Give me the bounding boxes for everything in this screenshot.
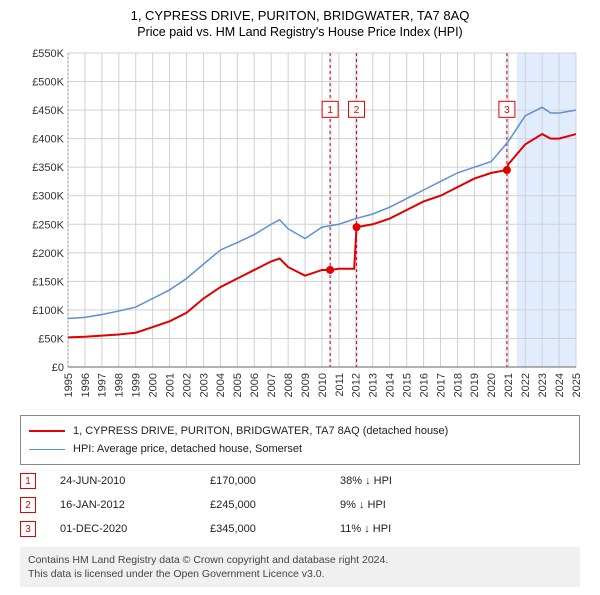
footer-line: This data is licensed under the Open Gov… (28, 567, 572, 581)
svg-text:2004: 2004 (215, 373, 227, 397)
svg-text:2001: 2001 (164, 373, 176, 397)
sale-pct: 11% ↓ HPI (340, 523, 460, 535)
svg-text:£50K: £50K (38, 333, 64, 345)
chart-subtitle: Price paid vs. HM Land Registry's House … (10, 25, 590, 39)
svg-text:2012: 2012 (351, 373, 363, 397)
legend-label: 1, CYPRESS DRIVE, PURITON, BRIDGWATER, T… (73, 425, 448, 437)
svg-text:£100K: £100K (32, 305, 64, 317)
svg-text:2000: 2000 (148, 373, 160, 397)
svg-text:2: 2 (354, 105, 360, 116)
svg-text:2002: 2002 (181, 373, 193, 397)
svg-text:1997: 1997 (97, 373, 109, 397)
sale-marker: 3 (20, 521, 36, 537)
svg-text:2025: 2025 (571, 373, 580, 397)
svg-text:2022: 2022 (520, 373, 532, 397)
sale-pct: 38% ↓ HPI (340, 475, 460, 487)
svg-text:1999: 1999 (131, 373, 143, 397)
svg-text:£300K: £300K (32, 191, 64, 203)
svg-text:2005: 2005 (232, 373, 244, 397)
legend-label: HPI: Average price, detached house, Some… (73, 443, 302, 455)
sale-row: 2 16-JAN-2012£245,0009% ↓ HPI (20, 497, 580, 513)
svg-text:2008: 2008 (283, 373, 295, 397)
svg-text:£450K: £450K (32, 105, 64, 117)
svg-text:2019: 2019 (469, 373, 481, 397)
svg-text:2024: 2024 (554, 373, 566, 397)
svg-text:1995: 1995 (63, 373, 75, 397)
svg-text:2007: 2007 (266, 373, 278, 397)
legend-item: 1, CYPRESS DRIVE, PURITON, BRIDGWATER, T… (29, 422, 571, 440)
svg-text:2018: 2018 (452, 373, 464, 397)
sale-marker: 1 (20, 473, 36, 489)
footer-line: Contains HM Land Registry data © Crown c… (28, 553, 572, 567)
svg-text:1998: 1998 (114, 373, 126, 397)
sale-row: 3 01-DEC-2020£345,00011% ↓ HPI (20, 521, 580, 537)
svg-text:£400K: £400K (32, 134, 64, 146)
svg-text:£550K: £550K (32, 49, 64, 60)
sale-row: 1 24-JUN-2010£170,00038% ↓ HPI (20, 473, 580, 489)
svg-text:2003: 2003 (198, 373, 210, 397)
sale-price: £345,000 (210, 523, 340, 535)
legend-item: HPI: Average price, detached house, Some… (29, 440, 571, 458)
legend-swatch (29, 430, 65, 432)
svg-text:1: 1 (327, 105, 333, 116)
sale-date: 24-JUN-2010 (60, 475, 210, 487)
svg-text:2009: 2009 (300, 373, 312, 397)
sales-table: 1 24-JUN-2010£170,00038% ↓ HPI 2 16-JAN-201… (10, 473, 590, 537)
sale-date: 16-JAN-2012 (60, 499, 210, 511)
svg-text:2020: 2020 (486, 373, 498, 397)
sale-date: 01-DEC-2020 (60, 523, 210, 535)
footer: Contains HM Land Registry data © Crown c… (20, 547, 580, 587)
svg-text:2010: 2010 (317, 373, 329, 397)
svg-text:2023: 2023 (537, 373, 549, 397)
svg-text:£500K: £500K (32, 77, 64, 89)
legend: 1, CYPRESS DRIVE, PURITON, BRIDGWATER, T… (20, 415, 580, 465)
svg-text:2017: 2017 (435, 373, 447, 397)
chart-area: £0 £50K £100K £150K £200K £250K £300K £350K £400… (20, 49, 580, 409)
svg-text:2021: 2021 (503, 373, 515, 397)
svg-text:1996: 1996 (80, 373, 92, 397)
svg-text:2011: 2011 (334, 373, 346, 397)
svg-text:£0: £0 (52, 362, 64, 374)
legend-swatch (29, 449, 65, 450)
chart-container: 1, CYPRESS DRIVE, PURITON, BRIDGWATER, T… (0, 0, 600, 595)
chart-title: 1, CYPRESS DRIVE, PURITON, BRIDGWATER, T… (10, 8, 590, 23)
svg-text:2014: 2014 (385, 373, 397, 397)
sale-marker: 2 (20, 497, 36, 513)
svg-text:£350K: £350K (32, 162, 64, 174)
sale-pct: 9% ↓ HPI (340, 499, 460, 511)
svg-text:2016: 2016 (418, 373, 430, 397)
svg-text:2015: 2015 (402, 373, 414, 397)
svg-text:£250K: £250K (32, 219, 64, 231)
svg-text:2006: 2006 (249, 373, 261, 397)
sale-price: £245,000 (210, 499, 340, 511)
sale-price: £170,000 (210, 475, 340, 487)
svg-text:£150K: £150K (32, 276, 64, 288)
svg-text:2013: 2013 (368, 373, 380, 397)
chart-svg: £0 £50K £100K £150K £200K £250K £300K £350K £400… (20, 49, 580, 409)
svg-text:3: 3 (504, 105, 510, 116)
svg-text:£200K: £200K (32, 248, 64, 260)
